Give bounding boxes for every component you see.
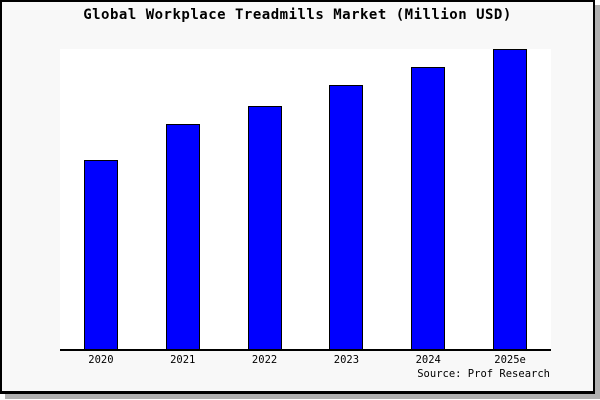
bar-2023 [329,85,364,349]
bar-column [224,49,306,349]
x-axis-line [60,349,551,351]
bar-column [60,49,142,349]
bar-column [142,49,224,349]
plot-area [60,49,551,349]
bar-column [305,49,387,349]
source-credit: Source: Prof Research [417,368,550,380]
x-tick-label-2023: 2023 [333,354,360,366]
x-tick-label-2025e: 2025e [494,354,526,366]
x-axis-labels: 2020 2021 2022 2023 2024 2025e [60,354,551,368]
bar-2022 [247,106,282,349]
chart-window: Global Workplace Treadmills Market (Mill… [0,0,595,394]
bar-2024 [411,67,446,349]
bar-2021 [165,124,200,349]
bar-column [387,49,469,349]
bar-column [469,49,551,349]
x-tick-label-2020: 2020 [88,354,114,366]
x-tick-label-2021: 2021 [170,354,196,366]
bar-2020 [83,160,118,349]
x-tick-label-2022: 2022 [251,354,278,366]
chart-title: Global Workplace Treadmills Market (Mill… [83,7,512,23]
x-tick-label-2024: 2024 [415,354,441,366]
bar-2025e [493,49,528,349]
